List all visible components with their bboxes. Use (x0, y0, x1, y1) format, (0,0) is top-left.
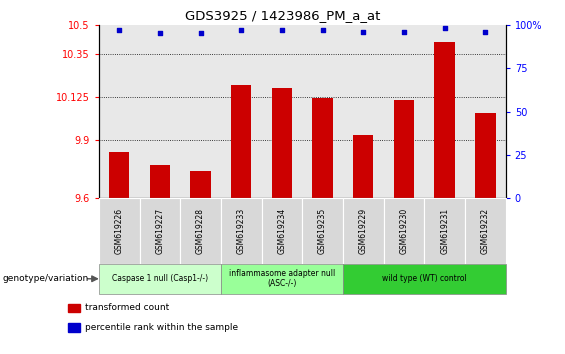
Point (481, 29, 490, 35)
Text: GSM619234: GSM619234 (277, 208, 286, 254)
Text: GDS3925 / 1423986_PM_a_at: GDS3925 / 1423986_PM_a_at (185, 9, 380, 22)
Point (237, 27, 246, 33)
Text: GSM619229: GSM619229 (359, 208, 368, 254)
Text: GSM619226: GSM619226 (115, 208, 124, 254)
Text: GSM619227: GSM619227 (155, 208, 164, 254)
Bar (109, 152, 129, 198)
Bar (475, 113, 496, 198)
Text: transformed count: transformed count (85, 303, 169, 313)
Point (277, 27, 286, 33)
Text: percentile rank within the sample: percentile rank within the sample (85, 323, 238, 332)
Bar (394, 100, 414, 198)
Text: GSM619233: GSM619233 (237, 208, 246, 254)
Bar (272, 88, 292, 198)
Text: GSM619232: GSM619232 (481, 208, 490, 254)
Point (318, 27, 327, 33)
Text: genotype/variation: genotype/variation (3, 274, 89, 283)
Point (399, 29, 408, 35)
Text: inflammasome adapter null
(ASC-/-): inflammasome adapter null (ASC-/-) (229, 269, 335, 289)
Point (196, 31, 205, 36)
Bar (231, 85, 251, 198)
Text: Caspase 1 null (Casp1-/-): Caspase 1 null (Casp1-/-) (112, 274, 208, 283)
Bar (190, 171, 211, 198)
Text: GSM619235: GSM619235 (318, 208, 327, 254)
Point (359, 29, 368, 35)
Point (440, 25, 449, 31)
Bar (150, 165, 170, 198)
Point (155, 31, 164, 36)
Text: GSM619228: GSM619228 (196, 208, 205, 254)
Text: GSM619231: GSM619231 (440, 208, 449, 254)
Text: wild type (WT) control: wild type (WT) control (382, 274, 467, 283)
Bar (434, 42, 455, 198)
Text: GSM619230: GSM619230 (399, 208, 408, 254)
Bar (312, 98, 333, 198)
Bar (353, 135, 373, 198)
Point (115, 27, 124, 33)
